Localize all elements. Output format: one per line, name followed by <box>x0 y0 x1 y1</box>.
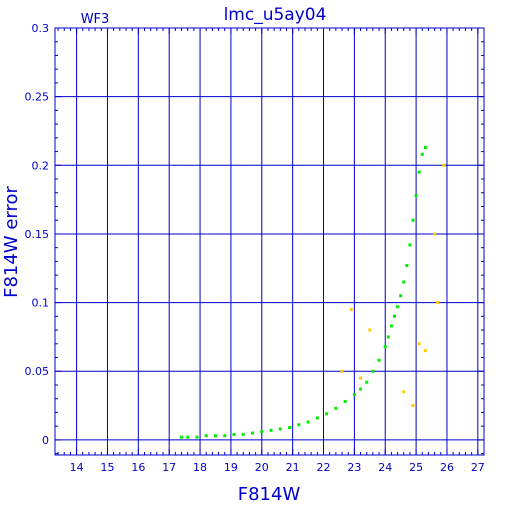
y-tick-label: 0.3 <box>32 22 50 35</box>
outlier-point <box>402 390 406 394</box>
grid-lines <box>55 27 484 455</box>
data-point <box>232 432 236 436</box>
data-point <box>405 264 409 268</box>
data-point <box>417 170 421 174</box>
outlier-point <box>368 328 372 332</box>
x-tick-label: 16 <box>131 461 145 474</box>
plot-frame <box>54 27 485 456</box>
data-point <box>343 399 347 403</box>
x-tick-label: 17 <box>162 461 176 474</box>
x-tick-label: 18 <box>193 461 207 474</box>
data-point <box>204 434 208 438</box>
data-point <box>180 435 184 439</box>
outlier-point <box>359 376 363 380</box>
x-tick-label: 21 <box>286 461 300 474</box>
x-tick-label: 19 <box>224 461 238 474</box>
axis-ticks <box>55 27 485 455</box>
data-point <box>365 380 369 384</box>
data-point <box>297 423 301 427</box>
data-point <box>306 420 310 424</box>
data-point <box>392 314 396 318</box>
data-point <box>213 434 217 438</box>
y-tick-label: 0.05 <box>25 365 50 378</box>
data-point <box>269 428 273 432</box>
data-point <box>186 435 190 439</box>
chart-subtitle: WF3 <box>81 12 110 27</box>
data-point <box>325 412 329 416</box>
x-tick-label: 23 <box>347 461 361 474</box>
outlier-point <box>340 369 344 373</box>
x-tick-label: 15 <box>100 461 114 474</box>
data-point <box>383 345 387 349</box>
y-tick-label: 0.2 <box>32 159 50 172</box>
data-point <box>399 294 403 298</box>
data-point <box>408 243 412 247</box>
data-point <box>251 431 255 435</box>
data-point <box>396 305 400 309</box>
data-point <box>423 145 427 149</box>
data-point <box>195 435 199 439</box>
axis-tick-labels: 14 15 16 17 18 19 20 21 22 23 24 25 26 27 0 0.05 0.1 0.15… <box>25 22 485 474</box>
data-point <box>260 430 264 434</box>
outlier-series <box>340 163 446 408</box>
data-point <box>389 324 393 328</box>
y-tick-label: 0.15 <box>25 228 50 241</box>
data-point <box>402 280 406 284</box>
x-tick-label: 24 <box>378 461 392 474</box>
chart-title: lmc_u5ay04 <box>224 5 327 25</box>
outlier-point <box>349 307 353 311</box>
data-point <box>414 194 418 198</box>
data-point <box>411 218 415 222</box>
data-point <box>371 369 375 373</box>
data-point <box>223 434 227 438</box>
data-point <box>420 152 424 156</box>
data-point <box>352 393 356 397</box>
x-axis-label: F814W <box>238 484 301 505</box>
data-point <box>278 427 282 431</box>
x-tick-label: 14 <box>70 461 84 474</box>
data-points <box>180 145 446 439</box>
x-tick-label: 27 <box>471 461 485 474</box>
main-series <box>180 145 427 439</box>
y-axis-label: F814W error <box>1 186 22 298</box>
x-tick-label: 25 <box>409 461 423 474</box>
y-tick-label: 0.25 <box>25 91 50 104</box>
y-tick-label: 0.1 <box>32 297 50 310</box>
outlier-point <box>436 301 440 305</box>
data-point <box>241 432 245 436</box>
outlier-point <box>411 404 415 408</box>
outlier-point <box>423 349 427 353</box>
outlier-point <box>442 163 446 167</box>
x-tick-label: 26 <box>440 461 454 474</box>
outlier-point <box>433 232 437 236</box>
data-point <box>377 358 381 362</box>
outlier-point <box>417 342 421 346</box>
data-point <box>288 426 292 430</box>
x-tick-label: 20 <box>255 461 269 474</box>
x-tick-label: 22 <box>317 461 331 474</box>
data-point <box>386 335 390 339</box>
data-point <box>315 416 319 420</box>
data-point <box>359 387 363 391</box>
data-point <box>334 406 338 410</box>
y-tick-label: 0 <box>42 434 49 447</box>
